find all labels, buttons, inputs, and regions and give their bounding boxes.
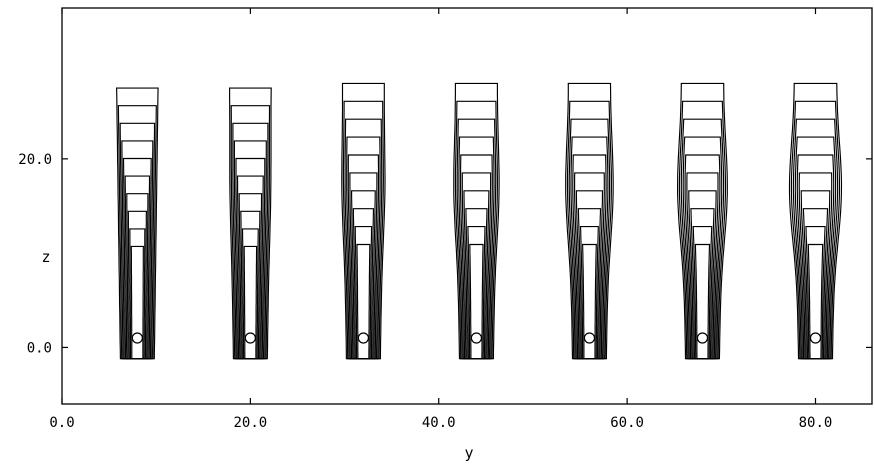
contour-line [565,82,614,360]
contour-line [341,82,386,360]
contour-line [798,172,833,360]
contour-line [351,190,376,360]
y-tick-label: 20.0 [18,152,52,168]
contour-line [130,245,144,360]
contour-line [788,82,843,360]
contour-base-loop [583,332,596,344]
contour-line [572,154,607,360]
contour-line [243,245,258,360]
contour-line [568,118,611,360]
contour-line [794,136,837,360]
contour-line [458,136,495,360]
contour-line [796,154,835,360]
y-tick-labels: 0.0 20.0 [18,152,52,357]
contour-line [574,172,605,360]
contour-line [570,136,609,360]
contour-base-loop [696,332,709,344]
contour-line [352,208,374,360]
axis-ticks [61,8,872,404]
contour-line [684,154,721,360]
contour-line [126,193,149,360]
contour-line [241,228,259,360]
contour-line [344,118,383,360]
contour-line [800,190,831,360]
contour-line [566,100,612,360]
contour-line [790,100,841,360]
contour-line [465,208,488,360]
x-tick-label: 20.0 [234,415,268,431]
contour-line [346,136,381,360]
contour-base-loop [470,332,482,344]
contour-line [356,243,371,360]
contour-line [460,154,493,360]
contour-line [233,140,267,360]
contour-line [127,210,147,360]
y-tick-label: 0.0 [27,340,52,356]
contour-line [680,118,725,360]
contour-line [129,228,146,360]
contour-line [694,243,711,360]
contour-lines [116,82,843,360]
contour-line [575,190,604,360]
contour-base-loop [809,332,822,344]
contour-line [690,208,715,360]
contour-line [805,226,826,360]
contour-line [121,140,154,360]
contour-line [342,100,384,360]
contour-line [229,87,272,360]
x-tick-labels: 0.0 20.0 40.0 60.0 80.0 [49,415,832,431]
contour-line [467,226,486,360]
contour-line [349,172,378,360]
plume-contours [116,87,159,360]
contour-line [347,154,380,360]
contour-line [463,190,490,360]
contour-line [692,226,713,360]
contour-line [235,157,266,360]
contour-line [238,193,263,360]
x-axis-title: y [464,444,473,462]
contour-line [354,226,373,360]
contour-line [232,122,269,360]
contour-line [456,118,497,360]
contour-line [682,136,723,360]
contour-line [807,243,824,360]
x-tick-label: 40.0 [422,415,456,431]
plume-contours [677,82,728,360]
contour-line [454,100,498,360]
contour-line [582,243,597,360]
contour-line [469,243,484,360]
plume-contours [453,82,500,360]
contour-line [678,100,727,360]
x-tick-label: 0.0 [49,415,74,431]
contour-line [577,208,602,360]
x-tick-label: 60.0 [610,415,644,431]
plume-contours [565,82,614,360]
contour-line [119,122,156,360]
contour-line [240,210,261,360]
contour-line [230,105,271,360]
contour-base-loop [244,332,256,344]
plume-contours [229,87,272,360]
contour-base-loop [357,332,369,344]
contour-base-loop [131,332,143,344]
y-axis-title: z [41,248,50,266]
plume-contours [341,82,386,360]
plume-contours [788,82,843,360]
contour-line [802,208,829,360]
contour-line [686,172,719,360]
contour-line [792,118,839,360]
contour-line [122,157,152,360]
contour-line [461,172,492,360]
contour-line [579,226,599,360]
contour-line [124,175,151,360]
x-tick-label: 80.0 [799,415,833,431]
contour-line [236,175,264,360]
contour-line [117,105,157,360]
contour-line [688,190,717,360]
plot-frame [61,7,873,405]
contour-line [453,82,500,360]
contour-line [677,82,728,360]
contour-line [116,87,159,360]
